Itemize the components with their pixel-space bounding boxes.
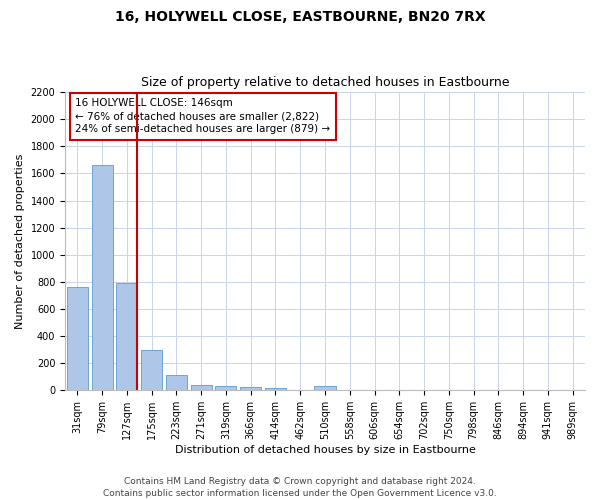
Bar: [191, 385, 212, 390]
Bar: [92, 164, 113, 390]
Bar: [314, 386, 335, 390]
Bar: [215, 386, 236, 390]
Text: 16, HOLYWELL CLOSE, EASTBOURNE, BN20 7RX: 16, HOLYWELL CLOSE, EASTBOURNE, BN20 7RX: [115, 10, 485, 24]
X-axis label: Distribution of detached houses by size in Eastbourne: Distribution of detached houses by size …: [175, 445, 475, 455]
Y-axis label: Number of detached properties: Number of detached properties: [15, 154, 25, 329]
Bar: [116, 282, 137, 391]
Bar: [240, 388, 261, 390]
Title: Size of property relative to detached houses in Eastbourne: Size of property relative to detached ho…: [141, 76, 509, 90]
Bar: [67, 288, 88, 391]
Bar: [166, 376, 187, 390]
Text: 16 HOLYWELL CLOSE: 146sqm
← 76% of detached houses are smaller (2,822)
24% of se: 16 HOLYWELL CLOSE: 146sqm ← 76% of detac…: [76, 98, 331, 134]
Bar: [265, 388, 286, 390]
Text: Contains HM Land Registry data © Crown copyright and database right 2024.
Contai: Contains HM Land Registry data © Crown c…: [103, 476, 497, 498]
Bar: [141, 350, 162, 391]
